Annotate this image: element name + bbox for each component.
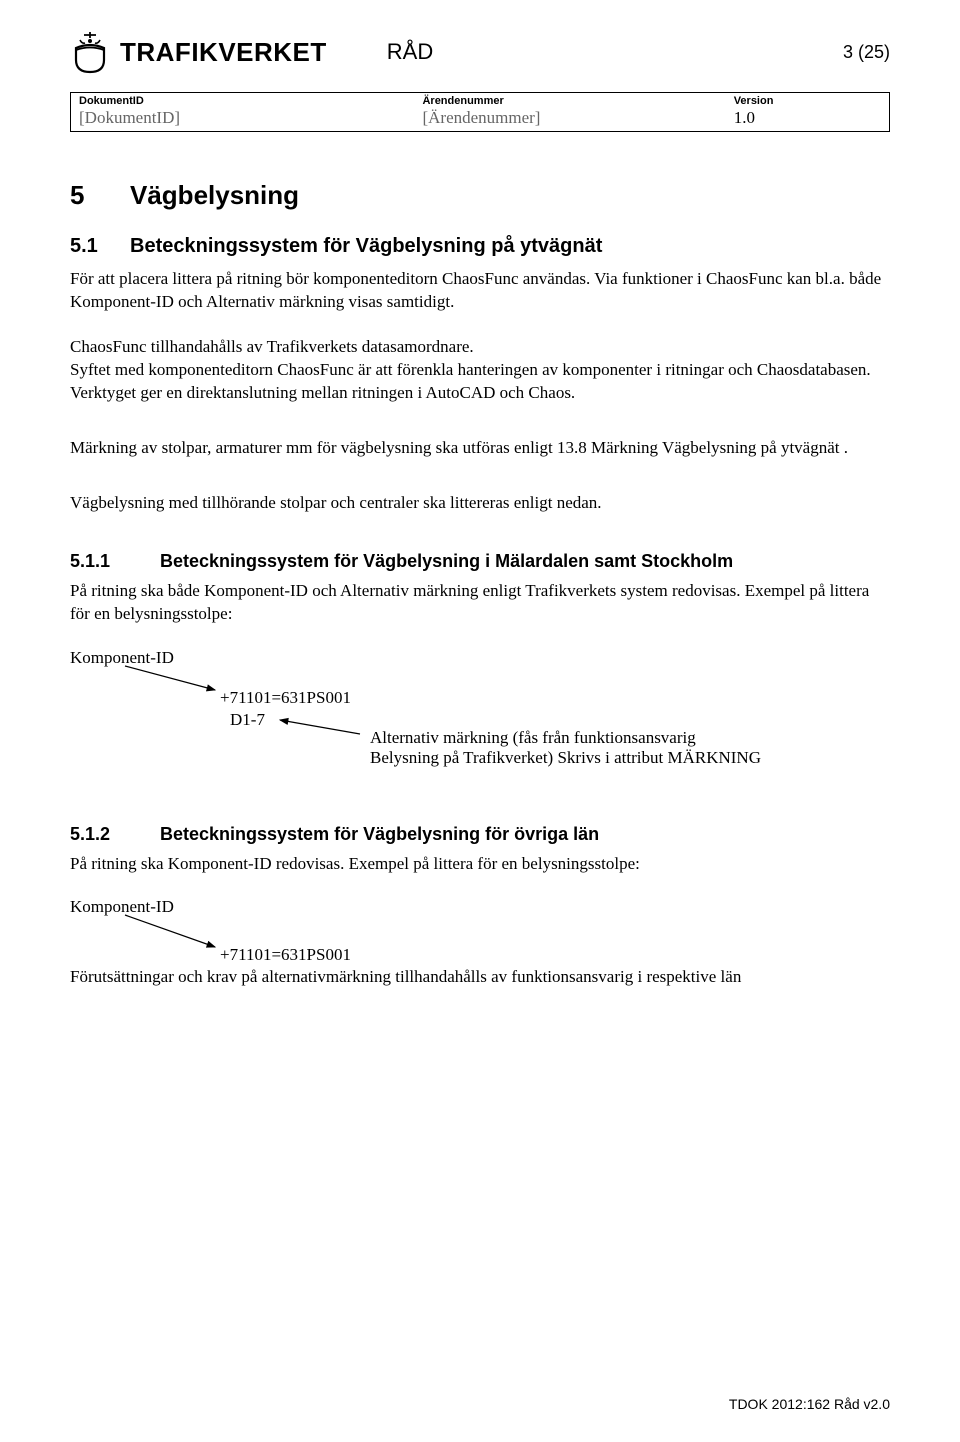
sub512-num: 5.1.2 [70, 824, 160, 845]
sub511-code2: D1-7 [230, 710, 265, 730]
logo-crown-icon [70, 30, 110, 74]
meta-col2-value: [Ärendenummer] [422, 107, 717, 129]
sub511-alt2: Belysning på Trafikverket) Skrivs i attr… [370, 748, 761, 768]
doc-type: RÅD [387, 39, 843, 65]
meta-col3-value: 1.0 [734, 107, 881, 129]
section-num: 5 [70, 180, 130, 211]
sub51-heading: 5.1Beteckningssystem för Vägbelysning på… [70, 235, 890, 258]
page-indicator: 3 (25) [843, 42, 890, 63]
sub511-num: 5.1.1 [70, 551, 160, 572]
sub512-code1: +71101=631PS001 [220, 945, 351, 965]
sub511-p1: På ritning ska både Komponent-ID och Alt… [70, 580, 890, 626]
sub51-p4: Märkning av stolpar, armaturer mm för vä… [70, 437, 890, 460]
footer: TDOK 2012:162 Råd v2.0 [729, 1396, 890, 1412]
meta-table: DokumentID [DokumentID] Ärendenummer [Är… [70, 92, 890, 132]
page-header: TRAFIKVERKET RÅD 3 (25) [70, 30, 890, 74]
sub512-komp-label: Komponent-ID [70, 897, 174, 917]
section-heading: 5Vägbelysning [70, 180, 890, 211]
sub511-alt1: Alternativ märkning (fås från funktionsa… [370, 728, 696, 748]
sub51-p3: Syftet med komponenteditorn ChaosFunc är… [70, 359, 890, 405]
sub511-example: Komponent-ID +71101=631PS001 D1-7 Altern… [70, 648, 890, 788]
sub51-num: 5.1 [70, 235, 130, 258]
section-title: Vägbelysning [130, 180, 299, 210]
meta-col1-label: DokumentID [79, 95, 406, 107]
meta-col1-value: [DokumentID] [79, 107, 406, 129]
logo-text: TRAFIKVERKET [120, 37, 327, 68]
sub512-example: Komponent-ID +71101=631PS001 Förutsättni… [70, 897, 890, 997]
sub511-komp-label: Komponent-ID [70, 648, 174, 668]
sub512-p2: Förutsättningar och krav på alternativmä… [70, 967, 890, 987]
meta-col2-label: Ärendenummer [422, 95, 717, 107]
sub512-p1: På ritning ska Komponent-ID redovisas. E… [70, 853, 890, 876]
sub512-title: Beteckningssystem för Vägbelysning för ö… [160, 824, 599, 844]
sub51-p2: ChaosFunc tillhandahålls av Trafikverket… [70, 336, 890, 359]
sub51-p1: För att placera littera på ritning bör k… [70, 268, 890, 314]
meta-col3-label: Version [734, 95, 881, 107]
sub511-code1: +71101=631PS001 [220, 688, 351, 708]
sub512-heading: 5.1.2Beteckningssystem för Vägbelysning … [70, 824, 890, 845]
logo: TRAFIKVERKET [70, 30, 327, 74]
sub51-title: Beteckningssystem för Vägbelysning på yt… [130, 235, 602, 257]
sub511-heading: 5.1.1Beteckningssystem för Vägbelysning … [70, 551, 890, 572]
sub51-p5: Vägbelysning med tillhörande stolpar och… [70, 492, 890, 515]
sub511-title: Beteckningssystem för Vägbelysning i Mäl… [160, 551, 733, 571]
